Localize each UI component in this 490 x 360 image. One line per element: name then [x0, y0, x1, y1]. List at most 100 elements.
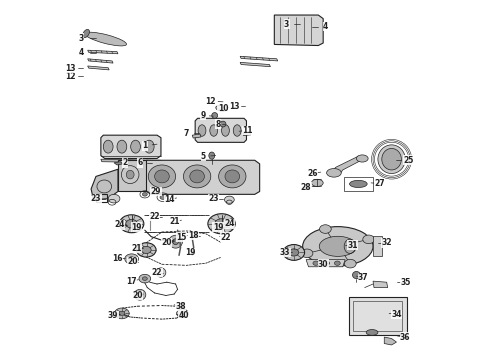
Ellipse shape — [210, 125, 218, 136]
Circle shape — [143, 193, 147, 196]
Bar — [348, 297, 407, 335]
Ellipse shape — [183, 165, 211, 188]
Polygon shape — [88, 50, 118, 54]
Polygon shape — [88, 59, 113, 63]
Text: 6: 6 — [137, 158, 143, 167]
Circle shape — [129, 257, 135, 261]
Polygon shape — [384, 337, 396, 345]
Polygon shape — [114, 162, 123, 165]
Text: 16: 16 — [112, 254, 122, 263]
Text: 13: 13 — [229, 102, 240, 111]
Ellipse shape — [382, 148, 401, 170]
Polygon shape — [333, 157, 365, 174]
Ellipse shape — [103, 140, 113, 153]
Circle shape — [319, 225, 331, 233]
Circle shape — [108, 194, 120, 203]
Polygon shape — [91, 169, 118, 200]
Text: 40: 40 — [179, 311, 189, 320]
Text: 23: 23 — [91, 194, 101, 203]
Circle shape — [142, 246, 151, 253]
Ellipse shape — [233, 125, 241, 136]
Polygon shape — [240, 56, 278, 61]
Bar — [343, 177, 373, 191]
Ellipse shape — [209, 152, 215, 159]
Text: 19: 19 — [213, 223, 223, 232]
Bar — [353, 301, 402, 331]
Circle shape — [208, 214, 235, 234]
Text: 15: 15 — [176, 233, 187, 242]
Text: 39: 39 — [108, 311, 118, 320]
Text: 30: 30 — [318, 260, 328, 269]
Polygon shape — [101, 135, 161, 158]
Text: 12: 12 — [65, 72, 76, 81]
Text: 17: 17 — [126, 276, 137, 285]
Text: 38: 38 — [175, 302, 186, 311]
Text: 26: 26 — [307, 169, 318, 178]
Text: 3: 3 — [79, 34, 84, 43]
Ellipse shape — [83, 30, 90, 38]
Circle shape — [126, 220, 138, 228]
Text: 22: 22 — [149, 212, 160, 221]
Text: 35: 35 — [400, 278, 411, 287]
Text: 4: 4 — [79, 48, 84, 57]
Text: 1: 1 — [142, 141, 147, 150]
Text: 2: 2 — [122, 158, 128, 167]
Ellipse shape — [216, 105, 227, 111]
Polygon shape — [88, 66, 109, 70]
Circle shape — [324, 261, 330, 265]
Text: 12: 12 — [205, 96, 216, 105]
Text: 19: 19 — [185, 248, 196, 257]
Text: 4: 4 — [323, 22, 328, 31]
Polygon shape — [306, 260, 345, 267]
Circle shape — [137, 243, 156, 257]
Text: 28: 28 — [301, 183, 311, 192]
Circle shape — [160, 195, 166, 199]
Polygon shape — [240, 62, 270, 67]
Ellipse shape — [303, 226, 373, 266]
Text: 8: 8 — [216, 120, 221, 129]
Ellipse shape — [219, 165, 246, 188]
Ellipse shape — [155, 170, 169, 183]
Text: 32: 32 — [381, 238, 392, 247]
Text: 20: 20 — [132, 291, 143, 300]
Ellipse shape — [148, 165, 175, 188]
Text: 18: 18 — [188, 231, 199, 240]
Bar — [373, 236, 382, 256]
Circle shape — [301, 249, 313, 258]
Circle shape — [120, 215, 144, 233]
Text: 3: 3 — [284, 19, 289, 28]
Ellipse shape — [169, 235, 182, 248]
Ellipse shape — [117, 140, 127, 153]
Ellipse shape — [225, 170, 240, 183]
Circle shape — [115, 308, 129, 319]
Text: 27: 27 — [374, 179, 385, 188]
Text: 29: 29 — [151, 187, 161, 196]
Bar — [96, 194, 107, 202]
Text: 11: 11 — [242, 126, 253, 135]
Ellipse shape — [85, 32, 126, 46]
Circle shape — [363, 235, 374, 244]
Text: 36: 36 — [400, 333, 411, 342]
Ellipse shape — [327, 168, 341, 177]
Circle shape — [176, 309, 188, 318]
Ellipse shape — [138, 293, 143, 297]
Ellipse shape — [356, 155, 368, 162]
Polygon shape — [373, 281, 388, 288]
Text: 24: 24 — [224, 219, 235, 228]
Ellipse shape — [312, 179, 323, 186]
Polygon shape — [274, 15, 323, 45]
Ellipse shape — [172, 239, 178, 244]
Text: 33: 33 — [280, 248, 290, 257]
Circle shape — [283, 244, 305, 260]
Text: 22: 22 — [220, 233, 231, 242]
Text: 21: 21 — [170, 217, 180, 226]
Ellipse shape — [366, 329, 378, 335]
Circle shape — [313, 261, 319, 265]
Text: 24: 24 — [114, 220, 124, 229]
Text: 31: 31 — [347, 241, 358, 250]
Ellipse shape — [349, 180, 367, 188]
Text: 22: 22 — [152, 268, 162, 277]
Text: 10: 10 — [218, 104, 228, 113]
Circle shape — [289, 249, 299, 256]
Ellipse shape — [190, 170, 204, 183]
